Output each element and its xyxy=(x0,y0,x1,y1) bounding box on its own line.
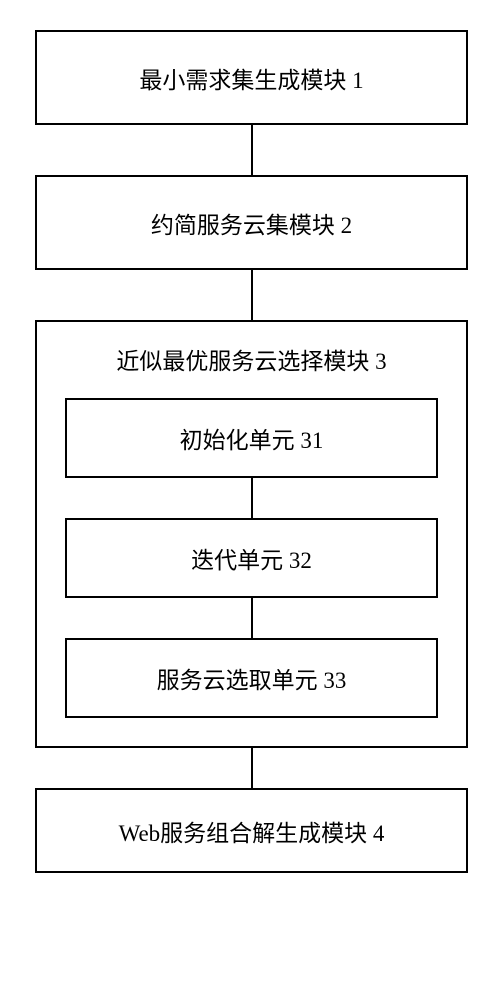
module-4-box: Web服务组合解生成模块 4 xyxy=(35,788,468,873)
module-1-label: 最小需求集生成模块 1 xyxy=(139,61,363,95)
connector-2-3 xyxy=(251,270,253,320)
connector-32-33 xyxy=(251,598,253,638)
connector-31-32 xyxy=(251,478,253,518)
unit-32-label: 迭代单元 32 xyxy=(191,541,312,575)
connector-1-2 xyxy=(251,125,253,175)
module-4-label: Web服务组合解生成模块 4 xyxy=(119,814,385,848)
unit-31-box: 初始化单元 31 xyxy=(65,398,438,478)
unit-33-box: 服务云选取单元 33 xyxy=(65,638,438,718)
module-1-box: 最小需求集生成模块 1 xyxy=(35,30,468,125)
unit-31-label: 初始化单元 31 xyxy=(180,421,324,455)
unit-32-box: 迭代单元 32 xyxy=(65,518,438,598)
flowchart-canvas: 最小需求集生成模块 1 约简服务云集模块 2 近似最优服务云选择模块 3 初始化… xyxy=(0,0,503,1000)
module-3-label: 近似最优服务云选择模块 3 xyxy=(116,342,386,376)
module-2-box: 约简服务云集模块 2 xyxy=(35,175,468,270)
module-2-label: 约简服务云集模块 2 xyxy=(151,206,352,240)
connector-3-4 xyxy=(251,748,253,788)
unit-33-label: 服务云选取单元 33 xyxy=(157,661,347,695)
module-3-box: 近似最优服务云选择模块 3 初始化单元 31 迭代单元 32 服务云选取单元 3… xyxy=(35,320,468,748)
